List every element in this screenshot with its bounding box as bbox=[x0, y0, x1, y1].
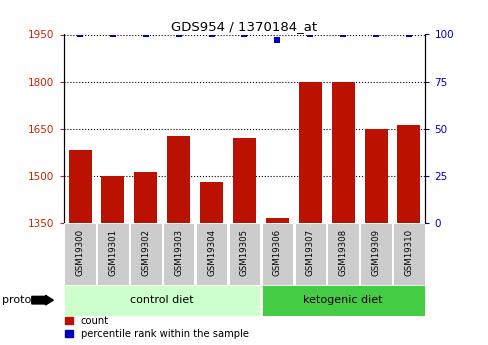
Text: control diet: control diet bbox=[130, 295, 194, 305]
Bar bbox=[64, 223, 96, 285]
Bar bbox=[327, 223, 358, 285]
Text: GSM19302: GSM19302 bbox=[141, 229, 150, 276]
Text: protocol: protocol bbox=[2, 295, 48, 305]
Text: GSM19306: GSM19306 bbox=[272, 229, 281, 276]
Point bbox=[109, 32, 117, 37]
Text: GSM19305: GSM19305 bbox=[240, 229, 248, 276]
Bar bbox=[298, 81, 321, 223]
Text: GSM19308: GSM19308 bbox=[338, 229, 347, 276]
Text: GSM19309: GSM19309 bbox=[371, 229, 380, 276]
Bar bbox=[228, 223, 260, 285]
Point bbox=[142, 32, 149, 37]
Bar bbox=[261, 223, 293, 285]
Bar bbox=[397, 125, 420, 223]
Bar bbox=[163, 223, 194, 285]
Bar bbox=[167, 136, 190, 223]
Bar bbox=[200, 182, 223, 223]
Text: GSM19310: GSM19310 bbox=[404, 229, 413, 276]
Point bbox=[306, 32, 314, 37]
Point bbox=[76, 32, 84, 37]
Bar bbox=[134, 172, 157, 223]
Bar bbox=[68, 150, 91, 223]
Point bbox=[371, 32, 379, 37]
Bar bbox=[195, 223, 227, 285]
Bar bbox=[97, 223, 128, 285]
Bar bbox=[265, 218, 288, 223]
Legend: count, percentile rank within the sample: count, percentile rank within the sample bbox=[63, 315, 249, 340]
Point bbox=[273, 37, 281, 43]
Point bbox=[207, 32, 215, 37]
Bar bbox=[130, 223, 161, 285]
Bar bbox=[331, 81, 354, 223]
Bar bbox=[261, 285, 424, 316]
Point bbox=[339, 32, 346, 37]
Bar bbox=[364, 129, 387, 223]
Text: GSM19301: GSM19301 bbox=[108, 229, 117, 276]
Text: GSM19300: GSM19300 bbox=[75, 229, 84, 276]
Text: GSM19307: GSM19307 bbox=[305, 229, 314, 276]
Bar bbox=[101, 176, 124, 223]
Bar bbox=[294, 223, 325, 285]
Bar bbox=[392, 223, 424, 285]
Bar bbox=[360, 223, 391, 285]
Text: GSM19303: GSM19303 bbox=[174, 229, 183, 276]
Point bbox=[240, 32, 248, 37]
Text: GSM19304: GSM19304 bbox=[207, 229, 216, 276]
Point bbox=[404, 32, 412, 37]
Bar bbox=[232, 138, 256, 223]
Title: GDS954 / 1370184_at: GDS954 / 1370184_at bbox=[171, 20, 317, 33]
Point bbox=[174, 32, 182, 37]
Text: ketogenic diet: ketogenic diet bbox=[303, 295, 382, 305]
Bar bbox=[64, 285, 260, 316]
